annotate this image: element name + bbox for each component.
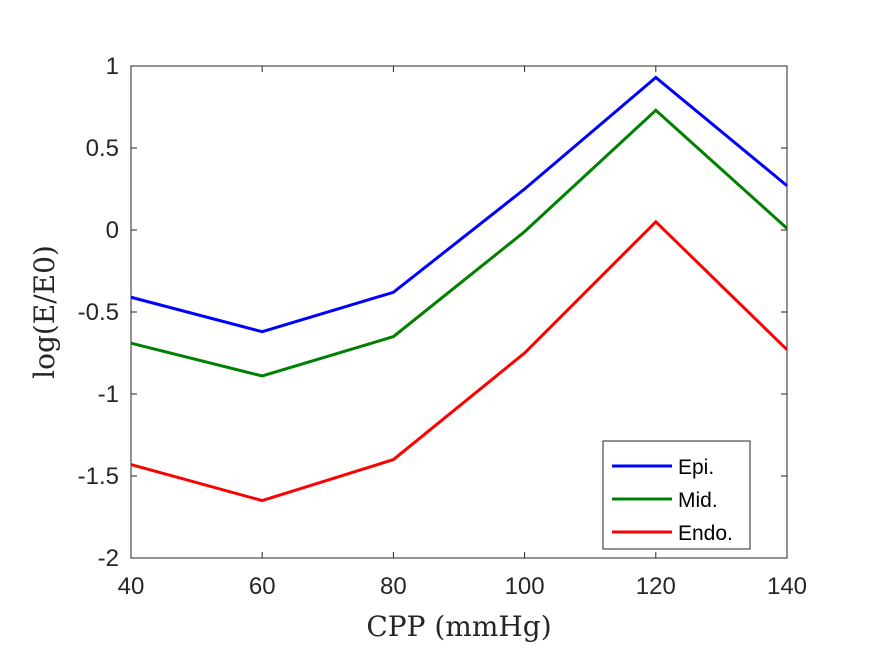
y-tick-label: 0.5 <box>86 135 119 162</box>
y-tick-label: -0.5 <box>78 299 119 326</box>
x-tick-label: 40 <box>118 573 145 600</box>
y-tick-label: -1 <box>98 381 119 408</box>
legend: Epi. Mid. Endo. <box>602 440 751 550</box>
legend-label: Endo. <box>678 522 733 545</box>
x-axis-label: CPP (mmHg) <box>366 610 551 643</box>
legend-label: Epi. <box>678 456 714 479</box>
series-layer <box>130 75 789 503</box>
y-tick-label: -2 <box>98 545 119 572</box>
series-line-endo <box>130 219 789 503</box>
y-tick-label: -1.5 <box>78 463 119 490</box>
y-axis: -2 -1.5 -1 -0.5 0 0.5 1 <box>78 53 787 572</box>
x-tick-label: 140 <box>767 573 807 600</box>
series-line-mid <box>130 108 789 378</box>
y-tick-label: 0 <box>106 217 119 244</box>
x-axis: 40 60 80 100 120 140 <box>118 66 807 600</box>
y-tick-label: 1 <box>106 53 119 80</box>
x-tick-label: 100 <box>505 573 545 600</box>
y-axis-label: log(E/E0) <box>28 245 61 379</box>
x-tick-label: 120 <box>636 573 676 600</box>
x-tick-label: 80 <box>380 573 407 600</box>
x-tick-label: 60 <box>249 573 276 600</box>
legend-label: Mid. <box>678 489 718 512</box>
series-line-epi <box>130 75 788 334</box>
